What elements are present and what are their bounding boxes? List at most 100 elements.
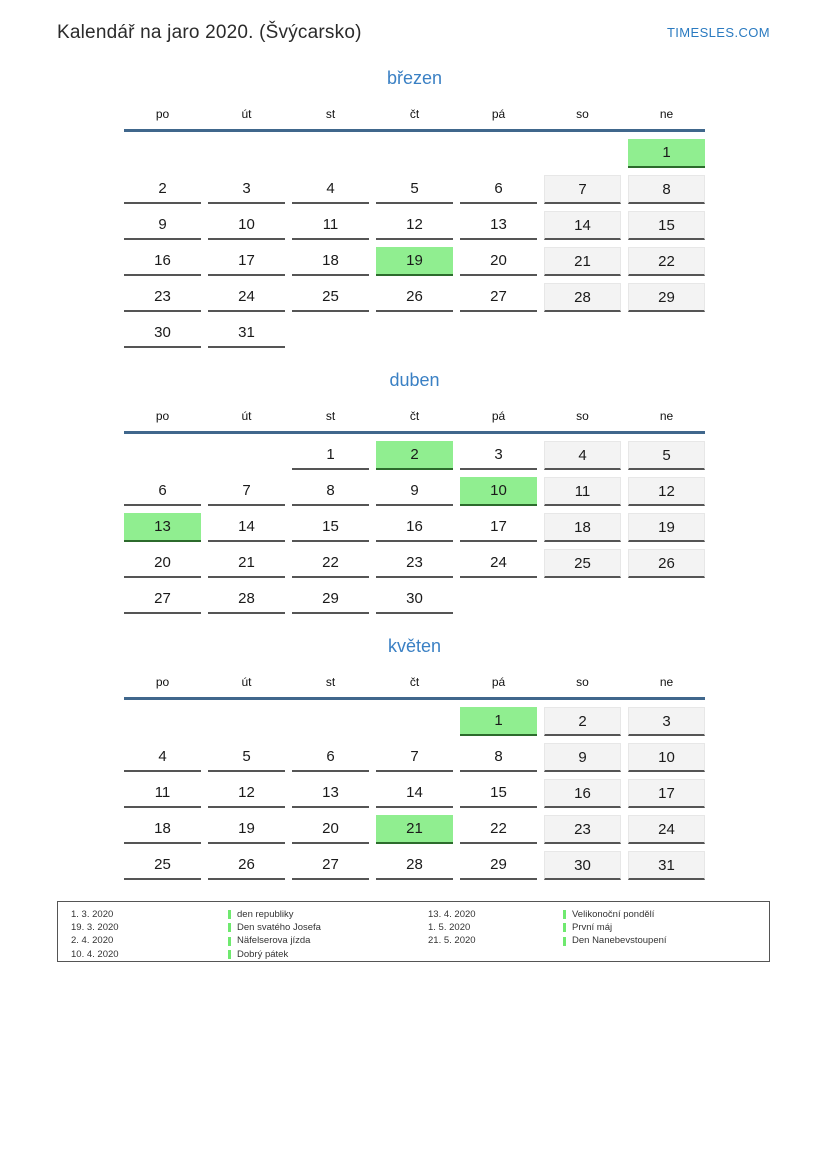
day-cell: 7 bbox=[376, 743, 453, 772]
empty-cell bbox=[376, 319, 453, 348]
day-cell: 3 bbox=[460, 441, 537, 470]
weekday-label: so bbox=[576, 675, 589, 689]
weekend-day-cell: 11 bbox=[544, 477, 621, 506]
day-cell: 8 bbox=[460, 743, 537, 772]
month-duben: duben po út st čt pá so ne 1 2 3 4 5 6 7 8 9 10 11 12 13 14 15… bbox=[124, 370, 705, 614]
empty-cell bbox=[628, 585, 705, 614]
legend-holiday-name: První máj bbox=[572, 922, 613, 934]
day-cell: 22 bbox=[460, 815, 537, 844]
legend-date: 21. 5. 2020 bbox=[428, 935, 476, 947]
empty-cell bbox=[460, 319, 537, 348]
weekend-day-cell: 3 bbox=[628, 707, 705, 736]
weekday-label: út bbox=[241, 107, 252, 121]
legend-date: 10. 4. 2020 bbox=[71, 948, 119, 960]
weekend-day-cell: 30 bbox=[544, 851, 621, 880]
weekday-label: st bbox=[325, 675, 336, 689]
header-rule bbox=[124, 697, 705, 700]
legend-entry: Den Nanebevstoupení bbox=[563, 934, 667, 947]
weekend-day-cell: 28 bbox=[544, 283, 621, 312]
month-title: březen bbox=[386, 68, 443, 88]
months-container: březen po út st čt pá so ne 1 2 3 4 5 6 7 8 9 10 11 12 13 14 1… bbox=[124, 68, 705, 880]
day-cell: 12 bbox=[376, 211, 453, 240]
day-cell: 30 bbox=[376, 585, 453, 614]
day-cell: 29 bbox=[292, 585, 369, 614]
legend-date: 19. 3. 2020 bbox=[71, 922, 119, 934]
day-cell: 20 bbox=[124, 549, 201, 578]
day-cell: 27 bbox=[124, 585, 201, 614]
legend-holiday-name: Näfelserova jízda bbox=[237, 935, 311, 947]
holiday-marker-icon bbox=[563, 923, 566, 933]
day-cell: 8 bbox=[292, 477, 369, 506]
header-rule bbox=[124, 129, 705, 132]
empty-cell bbox=[544, 319, 621, 348]
holiday-day-cell: 1 bbox=[628, 139, 705, 168]
legend-date: 2. 4. 2020 bbox=[71, 935, 114, 947]
holiday-day-cell: 2 bbox=[376, 441, 453, 470]
weekend-day-cell: 8 bbox=[628, 175, 705, 204]
weekday-label: čt bbox=[409, 409, 420, 423]
brand-link[interactable]: TIMESLES.COM bbox=[666, 25, 770, 40]
day-cell: 30 bbox=[124, 319, 201, 348]
empty-cell bbox=[292, 319, 369, 348]
day-cell: 5 bbox=[208, 743, 285, 772]
legend-date: 1. 3. 2020 bbox=[71, 909, 114, 920]
day-cell: 14 bbox=[376, 779, 453, 808]
day-cell: 24 bbox=[208, 283, 285, 312]
empty-cell bbox=[124, 441, 201, 470]
empty-cell bbox=[124, 139, 201, 168]
day-cell: 3 bbox=[208, 175, 285, 204]
day-cell: 13 bbox=[460, 211, 537, 240]
empty-cell bbox=[208, 707, 285, 736]
weekday-label: pá bbox=[491, 409, 506, 423]
legend-holiday-name: Velikonoční pondělí bbox=[572, 909, 655, 920]
weekend-day-cell: 7 bbox=[544, 175, 621, 204]
legend-entry: První máj bbox=[563, 921, 667, 934]
day-cell: 7 bbox=[208, 477, 285, 506]
day-grid: 1 2 3 4 5 6 7 8 9 10 11 12 13 14 15 16 17 18 19 20 21 22 23 24 2… bbox=[124, 441, 705, 614]
weekend-day-cell: 22 bbox=[628, 247, 705, 276]
holiday-marker-icon bbox=[563, 910, 566, 920]
empty-cell bbox=[208, 441, 285, 470]
day-cell: 28 bbox=[208, 585, 285, 614]
day-cell: 27 bbox=[460, 283, 537, 312]
weekend-day-cell: 31 bbox=[628, 851, 705, 880]
day-cell: 6 bbox=[460, 175, 537, 204]
day-cell: 13 bbox=[292, 779, 369, 808]
day-cell: 18 bbox=[292, 247, 369, 276]
weekend-day-cell: 18 bbox=[544, 513, 621, 542]
weekend-day-cell: 16 bbox=[544, 779, 621, 808]
weekday-label: po bbox=[155, 675, 170, 689]
day-cell: 31 bbox=[208, 319, 285, 348]
weekend-day-cell: 15 bbox=[628, 211, 705, 240]
weekday-label: pá bbox=[491, 675, 506, 689]
legend-entry: Velikonoční pondělí bbox=[563, 908, 667, 921]
weekday-label: so bbox=[576, 107, 589, 121]
legend-date: 1. 5. 2020 bbox=[428, 922, 471, 934]
weekend-day-cell: 4 bbox=[544, 441, 621, 470]
legend-date: 13. 4. 2020 bbox=[428, 909, 476, 920]
day-grid: 1 2 3 4 5 6 7 8 9 10 11 12 13 14 15 16 17 18 19 20 21 22 23 24 2… bbox=[124, 707, 705, 880]
day-cell: 6 bbox=[124, 477, 201, 506]
legend-holiday-name: Den Nanebevstoupení bbox=[572, 935, 667, 947]
day-cell: 15 bbox=[292, 513, 369, 542]
weekday-label: čt bbox=[409, 107, 420, 121]
weekday-label: ne bbox=[659, 675, 674, 689]
day-cell: 16 bbox=[124, 247, 201, 276]
weekend-day-cell: 9 bbox=[544, 743, 621, 772]
page-title: Kalendář na jaro 2020. (Švýcarsko) bbox=[57, 22, 362, 43]
day-cell: 1 bbox=[292, 441, 369, 470]
day-cell: 18 bbox=[124, 815, 201, 844]
weekend-day-cell: 12 bbox=[628, 477, 705, 506]
empty-cell bbox=[376, 707, 453, 736]
day-cell: 9 bbox=[124, 211, 201, 240]
day-cell: 16 bbox=[376, 513, 453, 542]
day-cell: 14 bbox=[208, 513, 285, 542]
day-cell: 11 bbox=[292, 211, 369, 240]
weekend-day-cell: 24 bbox=[628, 815, 705, 844]
weekend-day-cell: 23 bbox=[544, 815, 621, 844]
weekday-label: so bbox=[576, 409, 589, 423]
empty-cell bbox=[460, 139, 537, 168]
weekday-header-row: po út st čt pá so ne bbox=[124, 107, 705, 121]
day-cell: 2 bbox=[124, 175, 201, 204]
holiday-legend: 1. 3. 2020 den republiky 19. 3. 2020 Den sv… bbox=[57, 901, 770, 962]
